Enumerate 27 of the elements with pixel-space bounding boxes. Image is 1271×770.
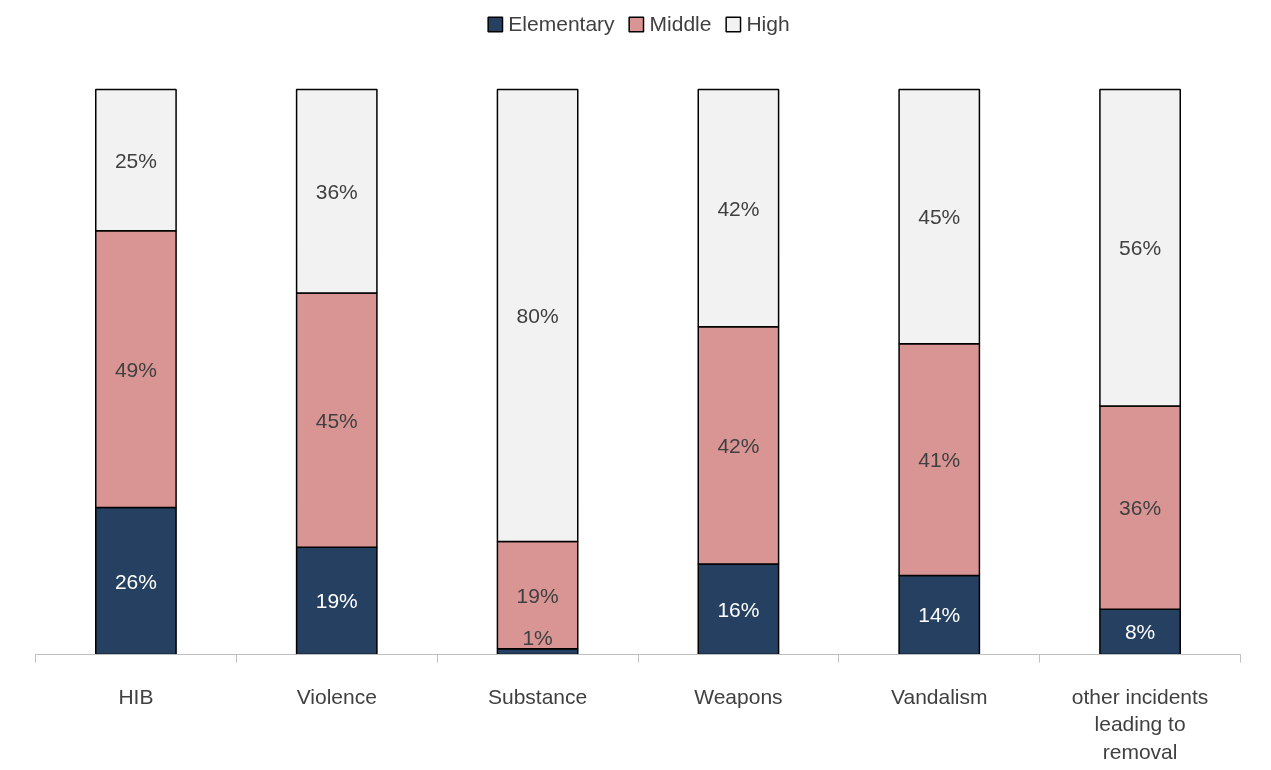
x-tick-label: Violence xyxy=(296,684,377,708)
data-label: 26% xyxy=(114,569,157,593)
data-label: 42% xyxy=(717,433,760,457)
data-label: 25% xyxy=(114,148,157,172)
data-label: 45% xyxy=(918,205,961,229)
data-label: 19% xyxy=(315,589,358,613)
data-label: 1% xyxy=(522,625,553,649)
data-label: 80% xyxy=(516,304,559,328)
x-tick-label: HIB xyxy=(118,684,154,708)
legend-label: Elementary xyxy=(508,12,615,36)
x-tick-label: other incidents leading to removal xyxy=(1071,684,1209,763)
data-label: 49% xyxy=(114,357,157,381)
x-tick-label: Vandalism xyxy=(891,684,988,708)
data-label: 36% xyxy=(1119,496,1162,520)
data-label: 41% xyxy=(918,448,961,472)
x-tick-label: Substance xyxy=(487,684,588,708)
data-label: 19% xyxy=(516,583,559,607)
legend-label: Middle xyxy=(649,12,712,36)
data-label: 42% xyxy=(717,196,760,220)
legend-label: High xyxy=(746,12,790,36)
data-label: 45% xyxy=(315,408,358,432)
data-label: 14% xyxy=(918,603,961,627)
x-tick-label: Weapons xyxy=(694,684,783,708)
data-label: 8% xyxy=(1124,620,1156,644)
data-label: 36% xyxy=(315,179,358,203)
data-label: 16% xyxy=(717,597,760,621)
data-label: 56% xyxy=(1119,236,1162,260)
